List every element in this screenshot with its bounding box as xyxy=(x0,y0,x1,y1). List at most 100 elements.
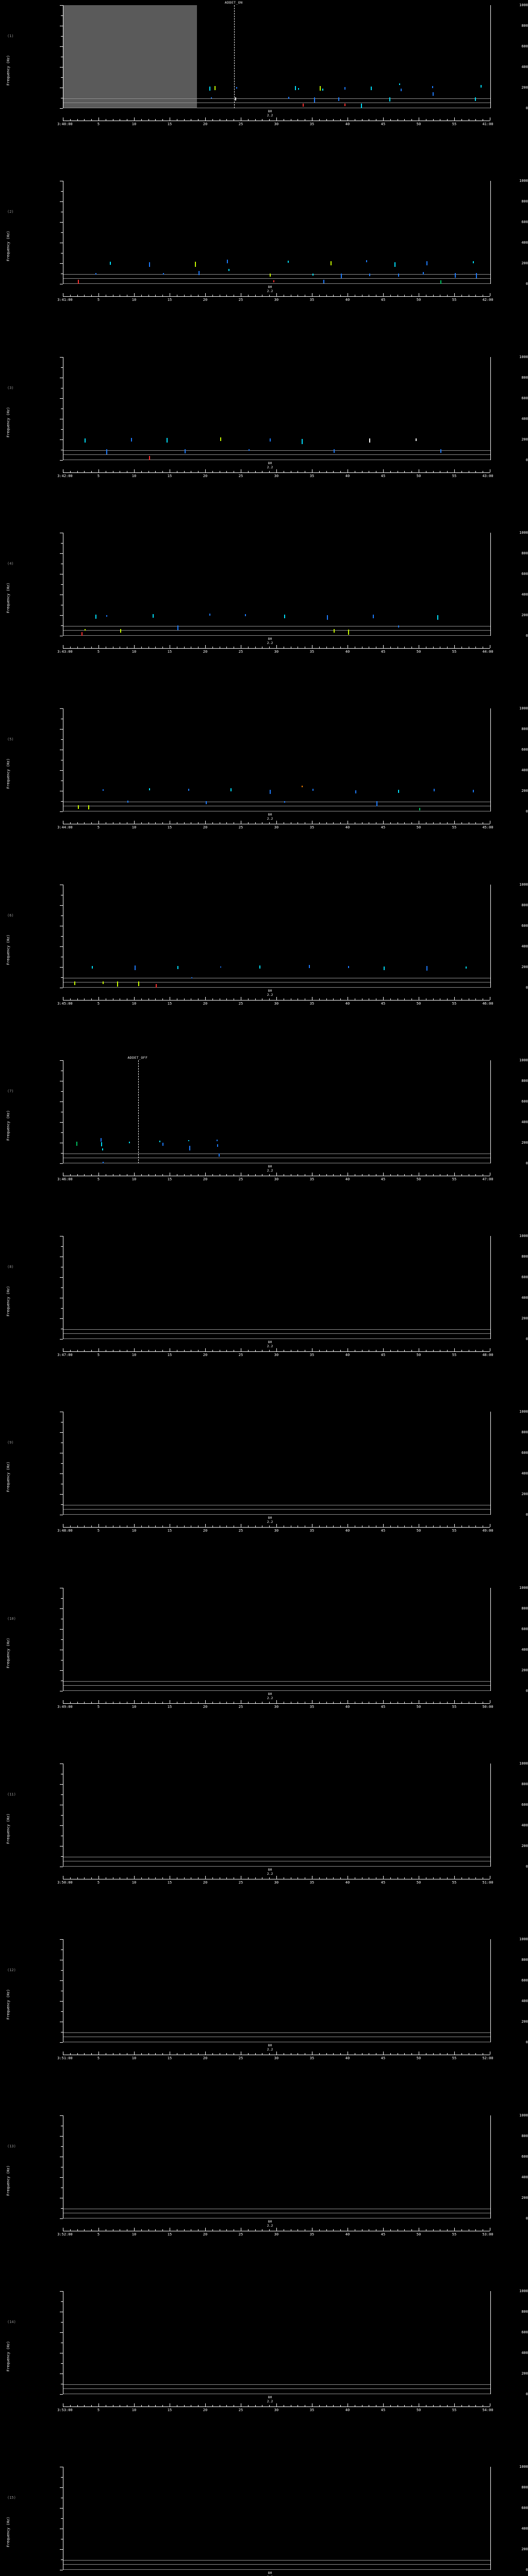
event-marker-line xyxy=(138,1060,139,1163)
plot-area[interactable] xyxy=(63,1764,491,1867)
x-axis-minor-tick xyxy=(212,2405,213,2406)
x-axis-minor-tick xyxy=(198,1877,199,1879)
x-axis-tick-label: 55 xyxy=(452,298,456,302)
plot-area[interactable] xyxy=(63,2115,491,2218)
plot-area[interactable] xyxy=(63,1588,491,1691)
x-axis-end-label: 44:00 xyxy=(482,650,493,654)
x-axis-tick-label: 40 xyxy=(345,298,350,302)
x-axis-minor-tick xyxy=(255,1877,256,1879)
guide-line xyxy=(63,1329,490,1330)
x-axis-tick-label: 10 xyxy=(132,1529,136,1533)
x-axis-minor-tick xyxy=(77,119,78,121)
detection-marker xyxy=(398,274,399,277)
x-axis-major-tick xyxy=(134,1348,135,1351)
x-axis-major-tick xyxy=(98,1173,99,1176)
plot-area[interactable] xyxy=(63,2467,491,2570)
x-axis-minor-tick xyxy=(84,471,85,472)
x-axis-tick-label: 25 xyxy=(239,122,243,126)
x-axis-minor-tick xyxy=(390,1702,391,1703)
x-axis-tick-label: 15 xyxy=(168,2056,172,2060)
plot-area[interactable] xyxy=(63,1236,491,1339)
plot-area[interactable] xyxy=(63,181,491,284)
x-axis-end-label: 41:00 xyxy=(482,122,493,126)
x-axis-tick-label: 5 xyxy=(97,2232,100,2236)
y-axis-title: Frequency (Hz) xyxy=(6,1110,10,1141)
detection-marker xyxy=(220,967,221,968)
x-axis-minor-tick xyxy=(141,2405,142,2406)
x-axis-minor-tick xyxy=(447,647,448,648)
x-axis-minor-tick xyxy=(333,1174,334,1176)
x-axis-minor-tick xyxy=(319,998,320,1000)
x-axis-minor-tick xyxy=(162,1174,163,1176)
x-axis-minor-tick xyxy=(255,822,256,824)
x-axis-minor-tick xyxy=(319,2229,320,2231)
detection-marker xyxy=(314,97,315,103)
plot-area[interactable] xyxy=(63,5,491,108)
x-axis-tick-label: 40 xyxy=(345,1177,350,1181)
detection-marker xyxy=(466,967,467,969)
detection-marker xyxy=(423,272,424,275)
plot-area[interactable] xyxy=(63,533,491,636)
x-axis-minor-tick xyxy=(70,2405,71,2406)
detection-marker xyxy=(217,1144,218,1147)
detection-marker xyxy=(433,92,434,96)
x-axis-minor-tick xyxy=(70,822,71,824)
plot-area[interactable] xyxy=(63,1939,491,2042)
panel-number-label: (4) xyxy=(7,562,14,566)
guide-line xyxy=(63,2569,490,2570)
x-axis-minor-tick xyxy=(91,1877,92,1879)
x-axis-minor-tick xyxy=(461,1702,462,1703)
x-axis-minor-tick xyxy=(248,119,249,121)
x-axis-line xyxy=(63,2406,490,2407)
x-axis-tick-label: 35 xyxy=(310,2232,314,2236)
guide-line xyxy=(63,1338,490,1339)
detection-marker xyxy=(270,438,271,442)
detection-marker xyxy=(331,261,332,265)
x-axis-minor-tick xyxy=(91,1702,92,1703)
x-axis-major-tick xyxy=(383,2052,384,2055)
x-axis-minor-tick xyxy=(212,119,213,121)
detection-marker xyxy=(366,260,367,262)
x-axis-minor-tick xyxy=(84,647,85,648)
x-axis-minor-tick xyxy=(255,295,256,296)
detection-marker xyxy=(338,97,339,101)
x-axis-minor-tick xyxy=(91,998,92,1000)
x-axis-minor-tick xyxy=(162,119,163,121)
x-axis-tick-label: 40 xyxy=(345,474,350,478)
x-axis-tick-label: 55 xyxy=(452,1529,456,1533)
plot-area[interactable] xyxy=(63,2291,491,2394)
x-axis-tick-label: 15 xyxy=(168,474,172,478)
plot-area[interactable] xyxy=(63,885,491,988)
x-axis-tick-label: 40 xyxy=(345,2056,350,2060)
x-axis-line xyxy=(63,1703,490,1704)
x-axis-minor-tick xyxy=(333,822,334,824)
plot-area[interactable] xyxy=(63,708,491,811)
plot-area[interactable] xyxy=(63,357,491,460)
x-axis-major-tick xyxy=(134,2228,135,2231)
x-axis-tick-label: 25 xyxy=(239,2408,243,2412)
x-axis-tick-label: 40 xyxy=(345,1353,350,1357)
x-axis-tick-label: 35 xyxy=(310,1880,314,1885)
x-axis-tick-label: 30 xyxy=(274,1177,278,1181)
x-axis-tick-label: 5 xyxy=(97,1880,100,1885)
x-axis-minor-tick xyxy=(184,998,185,1000)
x-axis-minor-tick xyxy=(162,471,163,472)
detection-marker xyxy=(156,984,157,988)
detection-marker xyxy=(209,614,210,616)
x-axis-minor-tick xyxy=(433,471,434,472)
x-axis-minor-tick xyxy=(155,1877,156,1879)
plot-area[interactable] xyxy=(63,1412,491,1515)
detection-marker xyxy=(369,274,370,276)
plot-area[interactable] xyxy=(63,1060,491,1163)
x-axis-start-label: 3:48:00 xyxy=(57,1529,73,1533)
x-axis-minor-tick xyxy=(70,2229,71,2231)
x-axis-major-tick xyxy=(454,469,455,472)
x-axis-major-tick xyxy=(276,293,277,296)
x-axis-tick-label: 45 xyxy=(381,825,385,829)
x-axis-tick-label: 40 xyxy=(345,1880,350,1885)
x-axis-major-tick xyxy=(205,1524,206,1527)
y-axis-tick xyxy=(60,1339,63,1340)
x-axis-minor-tick xyxy=(404,295,405,296)
sub-annotation: 802.2 xyxy=(267,285,273,293)
x-axis-minor-tick xyxy=(475,1526,476,1527)
